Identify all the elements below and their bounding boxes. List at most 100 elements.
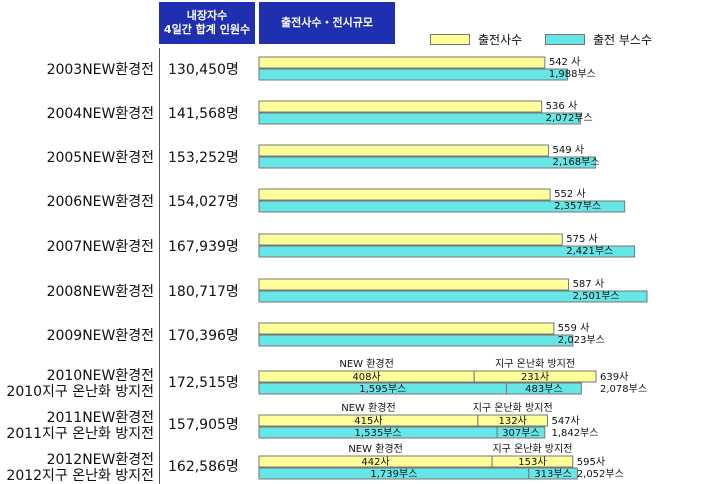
data-label-booths: 2,168부스 (553, 156, 600, 168)
exhibitors-header: 출전사수・전시규모 (259, 2, 395, 44)
visitors-2009: 170,396명 (168, 328, 239, 344)
data-label-booths: 2,023부스 (558, 334, 605, 346)
row-label-2010: 2010NEW환경전 2010지구 온난화 방지전 (6, 368, 154, 400)
bar-companies (258, 188, 551, 201)
data-label-companies: 542 사 (549, 56, 580, 68)
data-label-companies: 536 사 (546, 100, 577, 112)
data-label-companies: 575 사 (566, 233, 597, 245)
data-label-companies-total: 547사 (551, 415, 579, 427)
row-label-text: 2005NEW환경전 (46, 150, 154, 166)
visitors-2012: 162,586명 (168, 459, 239, 475)
bar-companies (258, 56, 546, 69)
bar-booths-warming (505, 382, 582, 395)
legend-companies: 출전사수 (430, 32, 523, 47)
bar-booths (258, 156, 596, 169)
segment-caption-new: NEW 환경전 (339, 357, 393, 370)
data-label-booths-warming: 313부스 (534, 468, 572, 480)
data-label-companies-new: 415사 (354, 415, 382, 427)
row-label-text: 2012NEW환경전 (46, 452, 154, 468)
data-label-companies: 587 사 (573, 278, 604, 290)
row-label-2008: 2008NEW환경전 (47, 284, 154, 300)
row-label-2011: 2011NEW환경전 2011지구 온난화 방지전 (6, 410, 154, 442)
row-label-text: 2008NEW환경전 (46, 284, 154, 300)
bar-companies (258, 322, 555, 335)
visitors-2008: 180,717명 (168, 284, 239, 300)
row-label-text: 2006NEW환경전 (46, 194, 154, 210)
data-label-booths: 2,421부스 (566, 245, 613, 257)
visitors-2005: 153,252명 (168, 150, 239, 166)
data-label-companies-new: 442사 (361, 456, 389, 468)
bar-booths (258, 68, 568, 81)
legend-companies-swatch (430, 33, 470, 45)
legend-booths: 출전 부스수 (545, 32, 653, 47)
row-label-text: 2009NEW환경전 (46, 328, 154, 344)
data-label-booths-total: 2,052부스 (577, 468, 624, 480)
data-label-booths: 1,988부스 (549, 68, 596, 80)
bar-companies (258, 233, 563, 246)
data-label-companies-total: 595사 (577, 456, 605, 468)
data-label-companies-total: 639사 (600, 371, 628, 383)
visitors-2010: 172,515명 (168, 375, 239, 391)
bar-booths (258, 112, 581, 125)
legend-booths-label: 출전 부스수 (593, 32, 653, 47)
visitors-header-line2: 4일간 합계 인원수 (163, 23, 251, 36)
column-divider (159, 48, 160, 484)
row-label-text: 2003NEW환경전 (46, 62, 154, 78)
data-label-companies-new: 408사 (352, 371, 380, 383)
row-label-2004: 2004NEW환경전 (47, 106, 154, 122)
legend-booths-swatch (545, 33, 585, 45)
data-label-booths-warming: 307부스 (502, 427, 540, 439)
row-label-2006: 2006NEW환경전 (47, 194, 154, 210)
data-label-booths-total: 1,842부스 (551, 427, 598, 439)
bar-companies-warming (491, 455, 574, 468)
data-label-booths: 2,072부스 (546, 112, 593, 124)
row-label-text: 2004NEW환경전 (46, 106, 154, 122)
visitors-2004: 141,568명 (168, 106, 239, 122)
segment-caption-warming: 지구 온난화 방지전 (495, 358, 575, 370)
data-label-booths-new: 1,595부스 (359, 383, 406, 395)
data-label-companies-warming: 132사 (499, 415, 527, 427)
data-label-booths-new: 1,535부스 (355, 427, 402, 439)
data-label-booths: 2,357부스 (554, 200, 601, 212)
row-label-2005: 2005NEW환경전 (47, 150, 154, 166)
row-label-2012: 2012NEW환경전 2012지구 온난화 방지전 (6, 452, 154, 484)
row-label-2007: 2007NEW환경전 (47, 239, 154, 255)
bar-companies-warming (473, 370, 597, 383)
data-label-booths: 2,501부스 (573, 290, 620, 302)
row-label-text: 2011NEW환경전 (46, 410, 154, 426)
bar-booths (258, 334, 574, 347)
visitors-header-line1: 내장자수 (186, 9, 228, 22)
data-label-companies-warming: 153사 (518, 456, 546, 468)
bar-booths (258, 200, 626, 213)
row-label-text-2: 2010지구 온난화 방지전 (6, 384, 154, 400)
data-label-companies: 559 사 (558, 322, 589, 334)
bar-companies-warming (477, 414, 548, 427)
row-label-text: 2010NEW환경전 (46, 368, 154, 384)
visitors-2006: 154,027명 (168, 194, 239, 210)
bar-companies (258, 144, 550, 157)
visitors-header: 내장자수 4일간 합계 인원수 (159, 2, 255, 44)
data-label-booths-new: 1,739부스 (370, 468, 417, 480)
visitors-2007: 167,939명 (168, 239, 239, 255)
data-label-booths-total: 2,078부스 (600, 383, 647, 395)
exhibitors-header-label: 출전사수・전시규모 (281, 16, 373, 29)
row-label-2003: 2003NEW환경전 (47, 62, 154, 78)
bar-companies (258, 278, 570, 291)
bar-booths (258, 245, 636, 258)
row-label-text-2: 2012지구 온난화 방지전 (6, 468, 154, 484)
row-label-text: 2007NEW환경전 (46, 239, 154, 255)
segment-caption-new: NEW 환경전 (348, 442, 402, 455)
visitors-2011: 157,905명 (168, 417, 239, 433)
bar-booths-warming (496, 426, 546, 439)
data-label-companies-warming: 231사 (521, 371, 549, 383)
data-label-companies: 552 사 (554, 188, 585, 200)
bar-booths (258, 290, 648, 303)
bar-companies (258, 100, 543, 113)
row-label-text-2: 2011지구 온난화 방지전 (6, 426, 154, 442)
visitors-2003: 130,450명 (168, 62, 239, 78)
row-label-2009: 2009NEW환경전 (47, 328, 154, 344)
bar-booths-warming (528, 467, 578, 480)
legend-companies-label: 출전사수 (478, 32, 523, 47)
data-label-booths-warming: 483부스 (525, 383, 563, 395)
